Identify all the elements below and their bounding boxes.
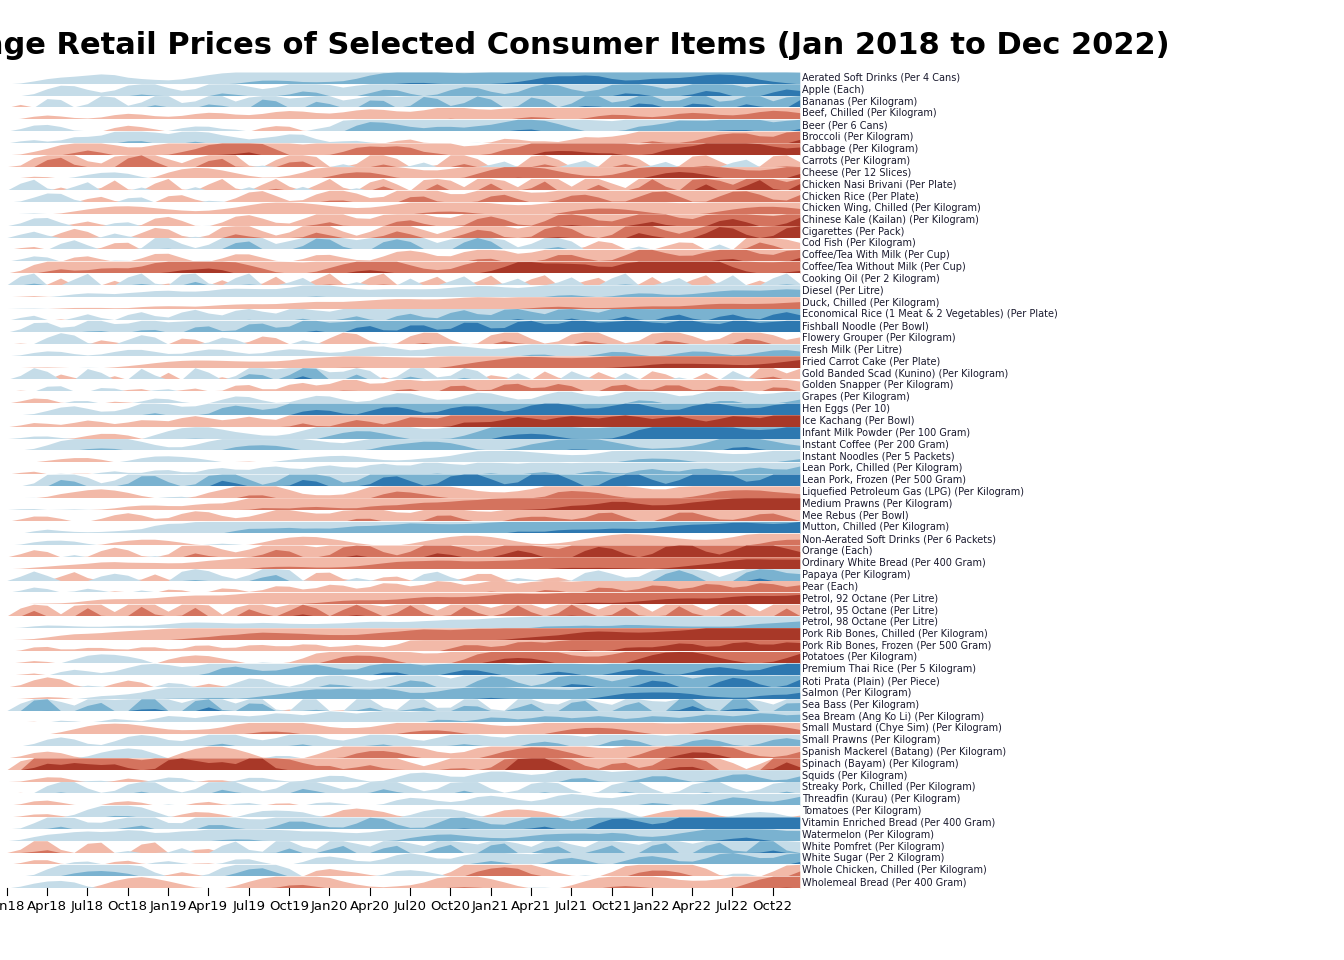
Text: Lean Pork, Frozen (Per 500 Gram): Lean Pork, Frozen (Per 500 Gram)	[802, 475, 966, 485]
Text: Small Prawns (Per Kilogram): Small Prawns (Per Kilogram)	[802, 735, 941, 745]
Text: Spanish Mackerel (Batang) (Per Kilogram): Spanish Mackerel (Batang) (Per Kilogram)	[802, 747, 1007, 757]
Text: Apple (Each): Apple (Each)	[802, 84, 864, 95]
Text: Papaya (Per Kilogram): Papaya (Per Kilogram)	[802, 569, 910, 580]
Text: Duck, Chilled (Per Kilogram): Duck, Chilled (Per Kilogram)	[802, 298, 939, 307]
Text: Apr21: Apr21	[511, 900, 551, 913]
Text: Chicken Nasi Brivani (Per Plate): Chicken Nasi Brivani (Per Plate)	[802, 180, 957, 189]
Text: Oct21: Oct21	[591, 900, 632, 913]
Text: Apr20: Apr20	[349, 900, 390, 913]
Text: Jan19: Jan19	[149, 900, 187, 913]
Text: Hen Eggs (Per 10): Hen Eggs (Per 10)	[802, 404, 890, 414]
Text: Squids (Per Kilogram): Squids (Per Kilogram)	[802, 771, 907, 780]
Text: Mee Rebus (Per Bowl): Mee Rebus (Per Bowl)	[802, 511, 909, 520]
Text: Oct19: Oct19	[269, 900, 309, 913]
Text: Oct20: Oct20	[430, 900, 470, 913]
Text: Sea Bass (Per Kilogram): Sea Bass (Per Kilogram)	[802, 700, 919, 709]
Text: Jan21: Jan21	[472, 900, 509, 913]
Text: Jan20: Jan20	[310, 900, 348, 913]
Text: Carrots (Per Kilogram): Carrots (Per Kilogram)	[802, 156, 910, 166]
Text: Beef, Chilled (Per Kilogram): Beef, Chilled (Per Kilogram)	[802, 108, 937, 118]
Text: Cigarettes (Per Pack): Cigarettes (Per Pack)	[802, 227, 905, 237]
Text: Flowery Grouper (Per Kilogram): Flowery Grouper (Per Kilogram)	[802, 333, 956, 343]
Text: Diesel (Per Litre): Diesel (Per Litre)	[802, 286, 884, 296]
Text: Medium Prawns (Per Kilogram): Medium Prawns (Per Kilogram)	[802, 498, 953, 509]
Text: Spinach (Bayam) (Per Kilogram): Spinach (Bayam) (Per Kilogram)	[802, 758, 958, 769]
Text: Non-Aerated Soft Drinks (Per 6 Packets): Non-Aerated Soft Drinks (Per 6 Packets)	[802, 534, 996, 544]
Text: Petrol, 92 Octane (Per Litre): Petrol, 92 Octane (Per Litre)	[802, 593, 938, 603]
Text: Roti Prata (Plain) (Per Piece): Roti Prata (Plain) (Per Piece)	[802, 676, 939, 686]
Text: Chicken Wing, Chilled (Per Kilogram): Chicken Wing, Chilled (Per Kilogram)	[802, 203, 981, 213]
Text: Fresh Milk (Per Litre): Fresh Milk (Per Litre)	[802, 345, 902, 355]
Text: Oct22: Oct22	[753, 900, 793, 913]
Text: Streaky Pork, Chilled (Per Kilogram): Streaky Pork, Chilled (Per Kilogram)	[802, 782, 976, 792]
Text: Threadfin (Kurau) (Per Kilogram): Threadfin (Kurau) (Per Kilogram)	[802, 794, 961, 804]
Text: Whole Chicken, Chilled (Per Kilogram): Whole Chicken, Chilled (Per Kilogram)	[802, 865, 986, 876]
Text: Gold Banded Scad (Kunino) (Per Kilogram): Gold Banded Scad (Kunino) (Per Kilogram)	[802, 369, 1008, 378]
Text: Beer (Per 6 Cans): Beer (Per 6 Cans)	[802, 120, 887, 131]
Text: Pear (Each): Pear (Each)	[802, 582, 859, 591]
Text: Petrol, 95 Octane (Per Litre): Petrol, 95 Octane (Per Litre)	[802, 605, 938, 615]
Text: Tomatoes (Per Kilogram): Tomatoes (Per Kilogram)	[802, 806, 922, 816]
Text: Cabbage (Per Kilogram): Cabbage (Per Kilogram)	[802, 144, 918, 154]
Text: Cheese (Per 12 Slices): Cheese (Per 12 Slices)	[802, 168, 911, 178]
Text: Jul18: Jul18	[71, 900, 103, 913]
Text: Watermelon (Per Kilogram): Watermelon (Per Kilogram)	[802, 829, 934, 840]
Text: Aerated Soft Drinks (Per 4 Cans): Aerated Soft Drinks (Per 4 Cans)	[802, 73, 960, 83]
Text: Orange (Each): Orange (Each)	[802, 546, 872, 556]
Text: Apr18: Apr18	[27, 900, 67, 913]
Text: Chinese Kale (Kailan) (Per Kilogram): Chinese Kale (Kailan) (Per Kilogram)	[802, 215, 978, 225]
Text: Infant Milk Powder (Per 100 Gram): Infant Milk Powder (Per 100 Gram)	[802, 428, 970, 438]
Text: Fishball Noodle (Per Bowl): Fishball Noodle (Per Bowl)	[802, 322, 929, 331]
Text: Petrol, 98 Octane (Per Litre): Petrol, 98 Octane (Per Litre)	[802, 617, 938, 627]
Text: Golden Snapper (Per Kilogram): Golden Snapper (Per Kilogram)	[802, 380, 953, 391]
Text: Pork Rib Bones, Chilled (Per Kilogram): Pork Rib Bones, Chilled (Per Kilogram)	[802, 629, 988, 638]
Text: Jul19: Jul19	[233, 900, 265, 913]
Text: Ice Kachang (Per Bowl): Ice Kachang (Per Bowl)	[802, 416, 914, 426]
Text: Oct18: Oct18	[108, 900, 148, 913]
Text: Potatoes (Per Kilogram): Potatoes (Per Kilogram)	[802, 653, 917, 662]
Text: Premium Thai Rice (Per 5 Kilogram): Premium Thai Rice (Per 5 Kilogram)	[802, 664, 976, 674]
Text: Wholemeal Bread (Per 400 Gram): Wholemeal Bread (Per 400 Gram)	[802, 877, 966, 887]
Text: Jul21: Jul21	[555, 900, 587, 913]
Text: Liquefied Petroleum Gas (LPG) (Per Kilogram): Liquefied Petroleum Gas (LPG) (Per Kilog…	[802, 487, 1024, 497]
Text: Jan22: Jan22	[633, 900, 671, 913]
Text: Ordinary White Bread (Per 400 Gram): Ordinary White Bread (Per 400 Gram)	[802, 558, 985, 567]
Text: Grapes (Per Kilogram): Grapes (Per Kilogram)	[802, 393, 910, 402]
Text: Jul22: Jul22	[716, 900, 749, 913]
Text: Salmon (Per Kilogram): Salmon (Per Kilogram)	[802, 688, 911, 698]
Text: Economical Rice (1 Meat & 2 Vegetables) (Per Plate): Economical Rice (1 Meat & 2 Vegetables) …	[802, 309, 1058, 320]
Text: Fried Carrot Cake (Per Plate): Fried Carrot Cake (Per Plate)	[802, 357, 941, 367]
Text: Broccoli (Per Kilogram): Broccoli (Per Kilogram)	[802, 132, 914, 142]
Text: Vitamin Enriched Bread (Per 400 Gram): Vitamin Enriched Bread (Per 400 Gram)	[802, 818, 996, 828]
Text: Bananas (Per Kilogram): Bananas (Per Kilogram)	[802, 97, 918, 107]
Text: Instant Noodles (Per 5 Packets): Instant Noodles (Per 5 Packets)	[802, 451, 954, 462]
Text: Apr22: Apr22	[672, 900, 712, 913]
Text: Cooking Oil (Per 2 Kilogram): Cooking Oil (Per 2 Kilogram)	[802, 274, 939, 284]
Text: Chicken Rice (Per Plate): Chicken Rice (Per Plate)	[802, 191, 919, 202]
Text: Pork Rib Bones, Frozen (Per 500 Gram): Pork Rib Bones, Frozen (Per 500 Gram)	[802, 640, 992, 651]
Text: Jul20: Jul20	[394, 900, 426, 913]
Text: Instant Coffee (Per 200 Gram): Instant Coffee (Per 200 Gram)	[802, 440, 949, 449]
Text: Cod Fish (Per Kilogram): Cod Fish (Per Kilogram)	[802, 238, 915, 249]
Text: Coffee/Tea With Milk (Per Cup): Coffee/Tea With Milk (Per Cup)	[802, 251, 950, 260]
Text: Coffee/Tea Without Milk (Per Cup): Coffee/Tea Without Milk (Per Cup)	[802, 262, 966, 272]
Text: White Pomfret (Per Kilogram): White Pomfret (Per Kilogram)	[802, 842, 945, 852]
Text: Lean Pork, Chilled (Per Kilogram): Lean Pork, Chilled (Per Kilogram)	[802, 463, 962, 473]
Text: Sea Bream (Ang Ko Li) (Per Kilogram): Sea Bream (Ang Ko Li) (Per Kilogram)	[802, 711, 984, 722]
Text: Apr19: Apr19	[188, 900, 228, 913]
Text: Small Mustard (Chye Sim) (Per Kilogram): Small Mustard (Chye Sim) (Per Kilogram)	[802, 723, 1001, 733]
Text: White Sugar (Per 2 Kilogram): White Sugar (Per 2 Kilogram)	[802, 853, 945, 863]
Text: Mutton, Chilled (Per Kilogram): Mutton, Chilled (Per Kilogram)	[802, 522, 949, 532]
Text: Average Retail Prices of Selected Consumer Items (Jan 2018 to Dec 2022): Average Retail Prices of Selected Consum…	[0, 31, 1169, 60]
Text: Jan18: Jan18	[0, 900, 26, 913]
